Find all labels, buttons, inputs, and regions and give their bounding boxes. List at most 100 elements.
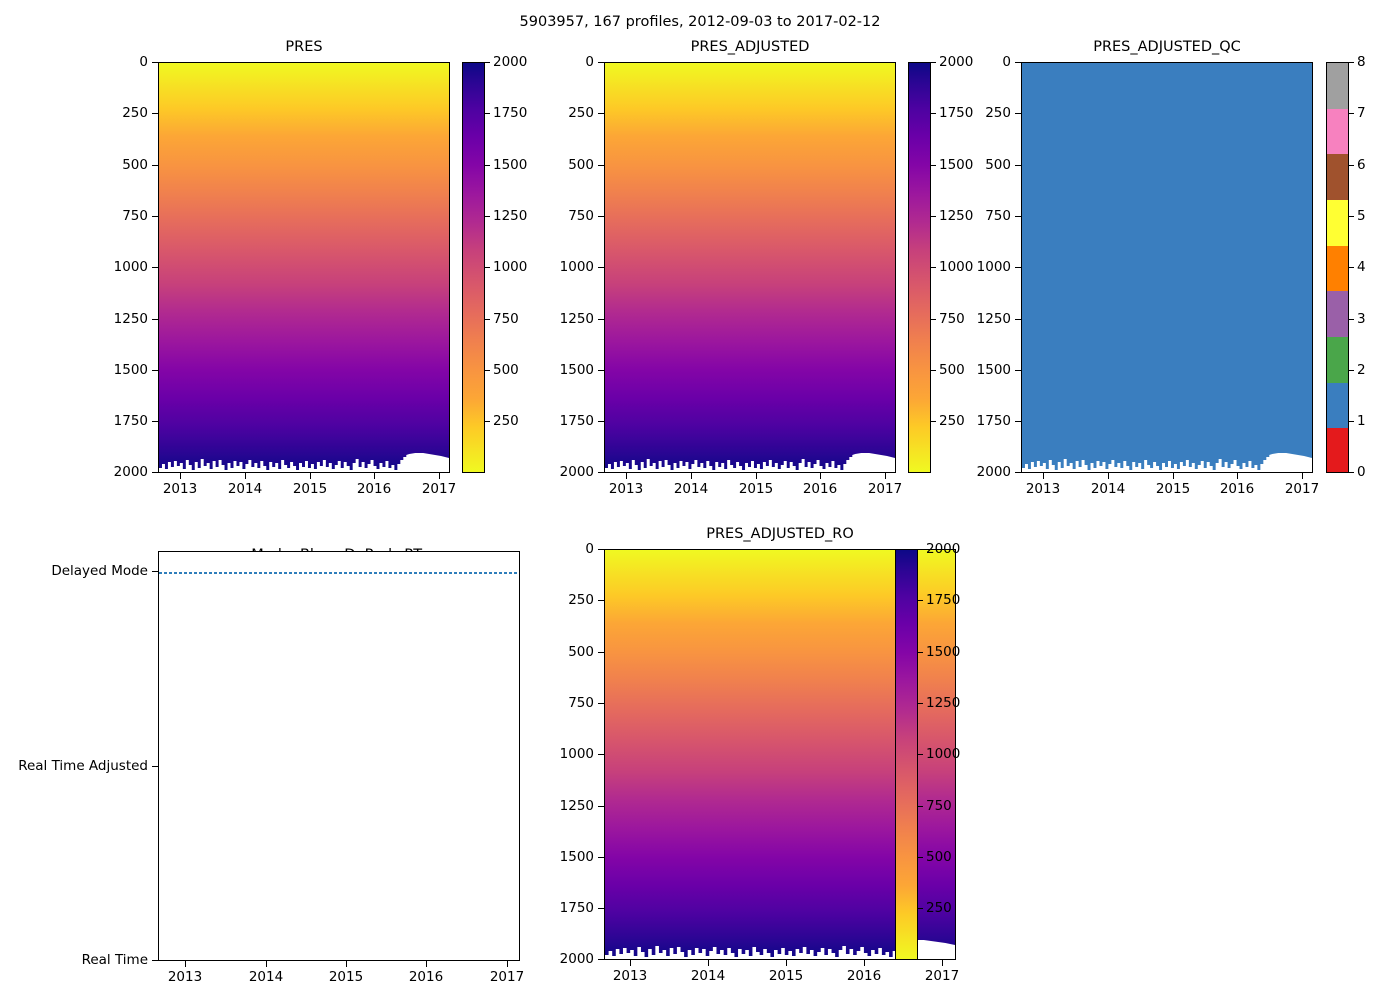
cbtick-label-ro-1500: 1500 bbox=[926, 644, 961, 660]
xtick-label-pres-2017: 2017 bbox=[421, 481, 457, 497]
xtick-mode-2013 bbox=[185, 961, 187, 967]
cbtick-label-pres-750: 750 bbox=[493, 311, 519, 327]
ytick-ro-1250 bbox=[598, 806, 604, 808]
ytick-label-pres-adjusted-750: 750 bbox=[568, 208, 594, 224]
cbtick-pres-500 bbox=[485, 370, 490, 372]
plot-area-pres-adjusted-qc bbox=[1021, 62, 1313, 473]
xtick-label-mode-2015: 2015 bbox=[328, 969, 364, 985]
ytick-label-pres-250: 250 bbox=[122, 105, 148, 121]
ytick-mode-delayed bbox=[152, 571, 158, 573]
cbtick-label-qc-3: 3 bbox=[1357, 311, 1366, 327]
cbtick-qc-1 bbox=[1349, 421, 1354, 423]
cbtick-pres-1500 bbox=[485, 165, 490, 167]
ytick-ro-2000 bbox=[598, 959, 604, 961]
profile-bottom-gap-pres-adjusted-qc bbox=[1022, 453, 1312, 472]
cbtick-label-qc-8: 8 bbox=[1357, 54, 1366, 70]
cbtick-label-pres-adjusted-1000: 1000 bbox=[939, 259, 974, 275]
cbtick-label-pres-adjusted-1500: 1500 bbox=[939, 157, 974, 173]
ytick-pres-adjusted-750 bbox=[598, 216, 604, 218]
ytick-label-pres-1250: 1250 bbox=[113, 311, 148, 327]
xtick-ro-2014 bbox=[708, 960, 710, 966]
cbtick-pres-adjusted-2000 bbox=[931, 62, 936, 64]
ytick-label-qc-250: 250 bbox=[985, 105, 1011, 121]
cbtick-label-pres-1500: 1500 bbox=[493, 157, 528, 173]
xtick-label-mode-2016: 2016 bbox=[408, 969, 444, 985]
plot-area-mode bbox=[158, 551, 520, 961]
ytick-label-pres-750: 750 bbox=[122, 208, 148, 224]
xtick-label-mode-2017: 2017 bbox=[489, 969, 525, 985]
ytick-ro-750 bbox=[598, 703, 604, 705]
ytick-ro-250 bbox=[598, 600, 604, 602]
cbtick-label-pres-1750: 1750 bbox=[493, 105, 528, 121]
cbtick-pres-750 bbox=[485, 319, 490, 321]
cbtick-label-pres-adjusted-1750: 1750 bbox=[939, 105, 974, 121]
ytick-label-pres-adjusted-1250: 1250 bbox=[559, 311, 594, 327]
cbtick-ro-1500 bbox=[918, 652, 923, 654]
xtick-label-pres-adjusted-2016: 2016 bbox=[802, 481, 838, 497]
cbtick-pres-250 bbox=[485, 421, 490, 423]
cbtick-qc-0 bbox=[1349, 472, 1354, 474]
ytick-label-ro-1500: 1500 bbox=[559, 849, 594, 865]
cbtick-label-pres-500: 500 bbox=[493, 362, 519, 378]
xtick-pres-adjusted-2017 bbox=[885, 473, 887, 479]
ytick-qc-1000 bbox=[1015, 267, 1021, 269]
ytick-label-pres-1500: 1500 bbox=[113, 362, 148, 378]
cbtick-label-ro-1250: 1250 bbox=[926, 695, 961, 711]
cbtick-pres-1250 bbox=[485, 216, 490, 218]
ytick-qc-1250 bbox=[1015, 319, 1021, 321]
cbtick-ro-1750 bbox=[918, 600, 923, 602]
xtick-label-pres-adjusted-2014: 2014 bbox=[673, 481, 709, 497]
xtick-ro-2013 bbox=[630, 960, 632, 966]
ytick-pres-750 bbox=[152, 216, 158, 218]
ytick-pres-adjusted-1250 bbox=[598, 319, 604, 321]
cbtick-ro-1000 bbox=[918, 754, 923, 756]
xtick-label-pres-2014: 2014 bbox=[227, 481, 263, 497]
cbtick-label-ro-1000: 1000 bbox=[926, 746, 961, 762]
ytick-qc-500 bbox=[1015, 165, 1021, 167]
ytick-label-qc-750: 750 bbox=[985, 208, 1011, 224]
ytick-pres-2000 bbox=[152, 472, 158, 474]
colorbar-segment-qc-6 bbox=[1327, 154, 1348, 200]
ytick-qc-750 bbox=[1015, 216, 1021, 218]
ytick-pres-adjusted-250 bbox=[598, 113, 604, 115]
xtick-label-qc-2016: 2016 bbox=[1219, 481, 1255, 497]
ytick-qc-0 bbox=[1015, 62, 1021, 64]
xtick-label-pres-adjusted-2013: 2013 bbox=[608, 481, 644, 497]
cbtick-pres-adjusted-1250 bbox=[931, 216, 936, 218]
ytick-label-qc-1750: 1750 bbox=[976, 413, 1011, 429]
xtick-label-mode-2013: 2013 bbox=[167, 969, 203, 985]
xtick-mode-2014 bbox=[266, 961, 268, 967]
xtick-qc-2016 bbox=[1237, 473, 1239, 479]
ytick-label-mode-delayed: Delayed Mode bbox=[51, 563, 148, 579]
ytick-label-ro-250: 250 bbox=[568, 592, 594, 608]
ytick-label-ro-2000: 2000 bbox=[559, 951, 594, 967]
xtick-ro-2015 bbox=[786, 960, 788, 966]
cbtick-pres-1000 bbox=[485, 267, 490, 269]
cbtick-label-pres-adjusted-500: 500 bbox=[939, 362, 965, 378]
ytick-pres-500 bbox=[152, 165, 158, 167]
cbtick-label-pres-250: 250 bbox=[493, 413, 519, 429]
colorbar-pres-adjusted-ro bbox=[895, 549, 918, 960]
xtick-qc-2015 bbox=[1173, 473, 1175, 479]
xtick-qc-2014 bbox=[1108, 473, 1110, 479]
ytick-pres-adjusted-2000 bbox=[598, 472, 604, 474]
cbtick-label-qc-1: 1 bbox=[1357, 413, 1366, 429]
xtick-label-ro-2017: 2017 bbox=[924, 968, 960, 984]
cbtick-label-pres-1000: 1000 bbox=[493, 259, 528, 275]
ytick-label-pres-adjusted-1500: 1500 bbox=[559, 362, 594, 378]
xtick-label-pres-2016: 2016 bbox=[356, 481, 392, 497]
cbtick-qc-5 bbox=[1349, 216, 1354, 218]
cbtick-pres-adjusted-1000 bbox=[931, 267, 936, 269]
xtick-label-ro-2014: 2014 bbox=[690, 968, 726, 984]
cbtick-ro-750 bbox=[918, 806, 923, 808]
xtick-pres-2015 bbox=[310, 473, 312, 479]
ytick-mode-real-time-adjusted bbox=[152, 766, 158, 768]
cbtick-qc-8 bbox=[1349, 62, 1354, 64]
heatmap-pres-adjusted-qc bbox=[1022, 63, 1312, 472]
cbtick-label-pres-1250: 1250 bbox=[493, 208, 528, 224]
ytick-pres-1750 bbox=[152, 421, 158, 423]
cbtick-label-ro-1750: 1750 bbox=[926, 592, 961, 608]
ytick-ro-1750 bbox=[598, 908, 604, 910]
cbtick-pres-adjusted-750 bbox=[931, 319, 936, 321]
